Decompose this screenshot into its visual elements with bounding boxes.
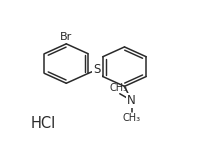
Text: N: N (127, 94, 135, 107)
Text: Br: Br (60, 32, 72, 42)
Text: HCl: HCl (31, 116, 56, 131)
Text: CH₃: CH₃ (109, 83, 127, 93)
Text: CH₃: CH₃ (122, 113, 140, 123)
Text: S: S (93, 63, 100, 76)
